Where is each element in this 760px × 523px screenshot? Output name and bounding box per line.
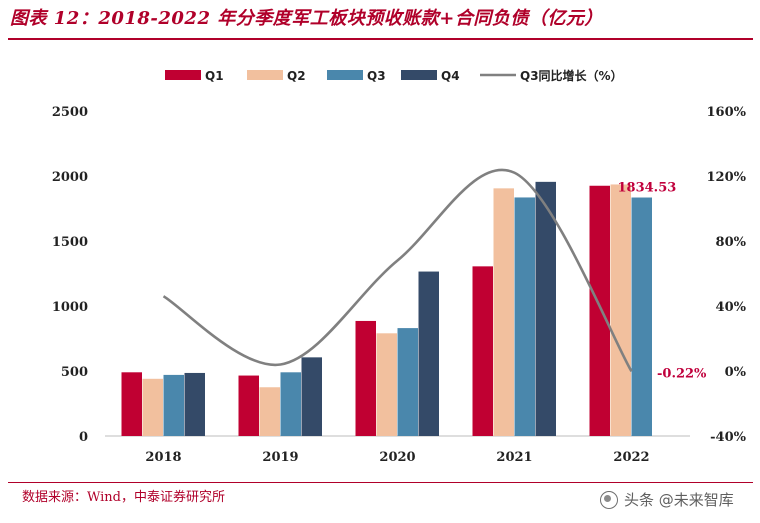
- bar-q3-2021: [514, 197, 535, 436]
- x-tick-label: 2021: [496, 450, 532, 465]
- legend-swatch: [327, 70, 363, 80]
- line-value-label: -0.22%: [657, 366, 707, 381]
- growth-line: [162, 168, 633, 373]
- y-right-tick-label: 160%: [707, 105, 747, 120]
- y-right-tick-label: 40%: [716, 300, 747, 315]
- bars: [121, 181, 652, 436]
- bar-q1-2018: [121, 372, 142, 436]
- title-rule: [8, 38, 753, 40]
- chart-title: 图表 12：2018-2022 年分季度军工板块预收账款+合同负债（亿元）: [10, 8, 603, 29]
- legend-label: Q3: [367, 69, 386, 83]
- bar-q3-2022: [631, 197, 652, 436]
- annotations: 1834.53 -0.22%: [618, 181, 708, 382]
- bar-q2-2020: [376, 333, 397, 436]
- bar-q1-2019: [238, 375, 259, 436]
- legend: Q1 Q2 Q3 Q4 Q3同比增长（%）: [165, 68, 623, 83]
- y-right-tick-label: 0%: [725, 365, 747, 380]
- legend-swatch: [401, 70, 437, 80]
- bar-q2-2019: [259, 387, 280, 436]
- bar-q2-2018: [142, 378, 163, 436]
- legend-swatch: [165, 70, 201, 80]
- source-note: 数据来源：Wind，中泰证券研究所: [22, 490, 225, 505]
- bar-q1-2021: [472, 266, 493, 436]
- x-tick-label: 2022: [613, 450, 649, 465]
- q3-growth-line: [162, 168, 633, 373]
- legend-label: Q1: [205, 69, 224, 83]
- bar-q4-2019: [301, 357, 322, 436]
- x-tick-label: 2018: [145, 450, 181, 465]
- y-left-tick-label: 2000: [52, 170, 88, 185]
- y-right-tick-label: 80%: [716, 235, 747, 250]
- y-left-tick-label: 0: [79, 430, 88, 445]
- bar-q4-2021: [535, 181, 556, 436]
- y-left-tick-label: 500: [61, 365, 88, 380]
- watermark-icon: [600, 491, 618, 509]
- legend-label: Q3同比增长（%）: [520, 68, 623, 83]
- y-right-tick-label: 120%: [707, 170, 747, 185]
- y-right-tick-label: -40%: [710, 430, 746, 445]
- legend-label: Q4: [441, 69, 460, 83]
- legend-swatch: [247, 70, 283, 80]
- y-left-tick-label: 2500: [52, 105, 88, 120]
- bar-value-label: 1834.53: [618, 181, 677, 196]
- bar-q4-2020: [418, 271, 439, 436]
- watermark: 头条 @未来智库: [600, 488, 734, 512]
- bar-q2-2022: [610, 184, 631, 436]
- watermark-text: 头条 @未来智库: [624, 491, 734, 509]
- y-left-tick-label: 1500: [52, 235, 88, 250]
- bar-q1-2020: [355, 320, 376, 436]
- bar-q3-2020: [397, 328, 418, 436]
- bar-q2-2021: [493, 188, 514, 436]
- bar-q3-2018: [163, 374, 184, 436]
- y-left-tick-label: 1000: [52, 300, 88, 315]
- source-rule: [8, 482, 753, 483]
- bar-q3-2019: [280, 372, 301, 436]
- x-tick-label: 2019: [262, 450, 298, 465]
- bar-q1-2022: [589, 185, 610, 436]
- chart-canvas: Q1 Q2 Q3 Q4 Q3同比增长（%） 0 500 1000 1500 2000 2500 -4…: [52, 68, 747, 465]
- bar-q4-2018: [184, 372, 205, 436]
- legend-label: Q2: [287, 69, 306, 83]
- x-tick-label: 2020: [379, 450, 415, 465]
